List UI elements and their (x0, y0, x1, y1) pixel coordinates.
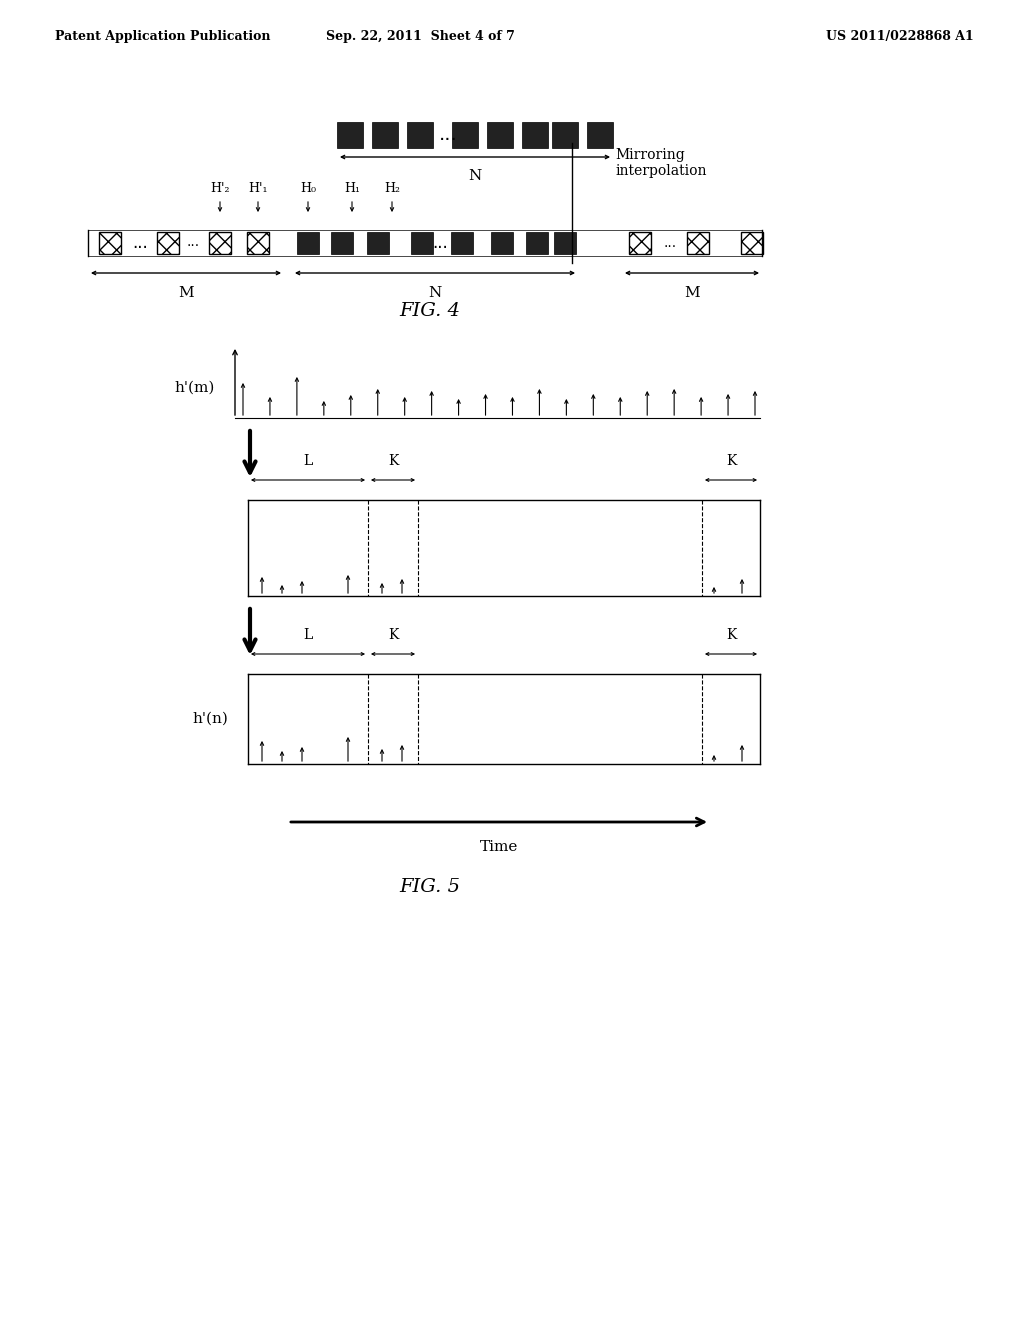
Text: h'(m): h'(m) (175, 381, 215, 395)
Bar (452, 121, 478, 148)
Bar (209, 232, 231, 253)
Text: US 2011/0228868 A1: US 2011/0228868 A1 (826, 30, 974, 44)
Bar (490, 232, 513, 253)
Text: H₀: H₀ (300, 182, 316, 195)
Text: N: N (468, 169, 481, 183)
Bar (411, 232, 433, 253)
Bar (157, 232, 179, 253)
Text: ...: ... (432, 234, 447, 252)
Text: K: K (726, 454, 736, 469)
Bar (487, 121, 513, 148)
Text: ...: ... (438, 125, 458, 144)
Bar (337, 121, 362, 148)
Bar (407, 121, 433, 148)
Text: M: M (178, 286, 194, 300)
Bar (297, 232, 319, 253)
Text: Patent Application Publication: Patent Application Publication (55, 30, 270, 44)
Text: K: K (726, 628, 736, 642)
Text: M: M (684, 286, 699, 300)
Bar (372, 121, 398, 148)
Text: FIG. 4: FIG. 4 (399, 302, 461, 319)
Text: L: L (303, 454, 312, 469)
Text: N: N (428, 286, 441, 300)
Text: L: L (303, 628, 312, 642)
Text: ...: ... (186, 235, 200, 249)
Text: ...: ... (132, 234, 147, 252)
Bar (526, 232, 548, 253)
Text: FIG. 5: FIG. 5 (399, 878, 461, 896)
Bar (451, 232, 473, 253)
Text: ...: ... (664, 236, 677, 249)
Text: K: K (388, 628, 398, 642)
Bar (629, 232, 651, 253)
Bar (99, 232, 121, 253)
Text: Sep. 22, 2011  Sheet 4 of 7: Sep. 22, 2011 Sheet 4 of 7 (326, 30, 514, 44)
Bar (247, 232, 269, 253)
Text: Mirroring
interpolation: Mirroring interpolation (615, 148, 707, 178)
Text: H₂: H₂ (384, 182, 400, 195)
Text: H'₂: H'₂ (210, 182, 229, 195)
Text: H₁: H₁ (344, 182, 360, 195)
Bar (522, 121, 548, 148)
Text: h'(n): h'(n) (193, 711, 228, 726)
Bar (552, 121, 578, 148)
Bar (741, 232, 763, 253)
Bar (554, 232, 575, 253)
Text: Time: Time (480, 840, 518, 854)
Bar (687, 232, 709, 253)
Bar (331, 232, 353, 253)
Bar (587, 121, 613, 148)
Text: K: K (388, 454, 398, 469)
Text: H'₁: H'₁ (248, 182, 267, 195)
Bar (367, 232, 389, 253)
